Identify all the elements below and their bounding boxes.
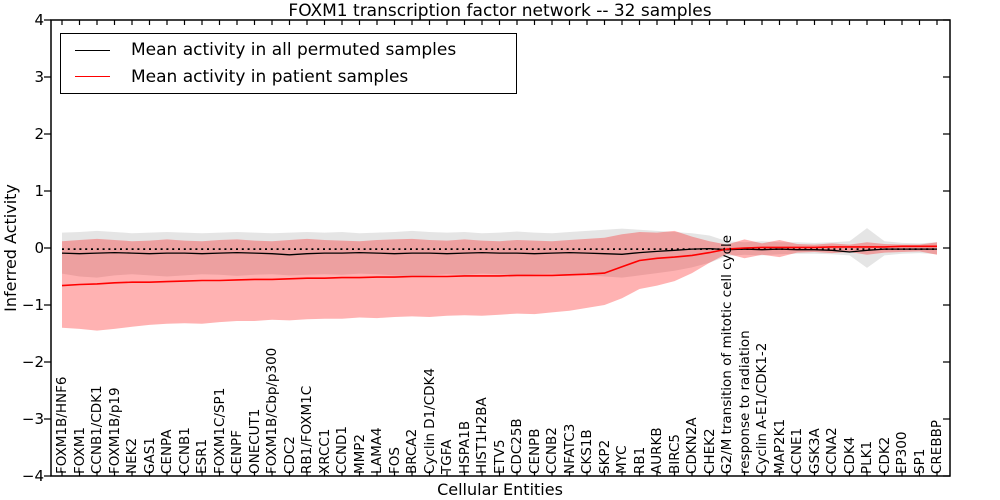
x-tick-label: CCNB2	[544, 427, 560, 474]
x-tick-label: FOXM1	[71, 426, 88, 474]
x-tick-label: RB1	[631, 446, 648, 474]
x-tick-label: TGFA	[439, 439, 455, 474]
x-tick-label: MYC	[614, 445, 630, 474]
x-tick-label: BRCA2	[404, 428, 420, 474]
x-tick-label: CKS1B	[579, 429, 595, 474]
x-tick-label: LAMA4	[369, 427, 385, 474]
x-tick-label: XRCC1	[316, 428, 333, 474]
x-tick-label: CCNA2	[824, 427, 840, 474]
y-tick-label: −2	[21, 353, 44, 371]
legend-line-red-icon	[75, 76, 110, 78]
x-tick-label: HSPA1B	[456, 420, 473, 474]
x-tick-label: Cyclin D1/CDK4	[421, 368, 438, 474]
x-tick-label: ONECUT1	[246, 408, 263, 474]
x-tick-label: EP300	[894, 431, 910, 474]
x-tick-label: SP1	[911, 448, 928, 474]
x-tick-label: RB1/FOXM1C	[299, 385, 315, 474]
patient-band	[62, 230, 937, 331]
x-tick-label: AURKB	[649, 427, 665, 474]
x-tick-label: FOXM1B/Cbp/p300	[264, 347, 280, 474]
legend-item-permuted: Mean activity in all permuted samples	[61, 39, 516, 61]
x-tick-label: ETV5	[491, 439, 508, 474]
x-tick-label: CHEK2	[701, 428, 718, 474]
x-tick-label: FOXM1C/SP1	[211, 387, 228, 474]
x-tick-label: FOXM1B/HNF6	[54, 376, 70, 474]
y-tick-label: 4	[34, 11, 44, 29]
x-tick-label: CCND1	[334, 426, 350, 474]
x-tick-label: NEK2	[124, 437, 140, 474]
x-tick-label: CENPF	[229, 430, 245, 474]
x-tick-label: GAS1	[141, 437, 158, 474]
legend-label-permuted: Mean activity in all permuted samples	[131, 40, 457, 61]
y-tick-label: −3	[21, 410, 44, 428]
x-tick-label: Cyclin A-E1/CDK1-2	[754, 342, 770, 474]
x-tick-label: ESR1	[194, 438, 210, 474]
x-tick-label: HIST1H2BA	[474, 397, 490, 474]
x-tick-label: CREBBP	[929, 420, 945, 474]
x-tick-label: FOXM1B/p19	[106, 387, 123, 474]
x-tick-label: CDC25B	[509, 418, 525, 474]
x-tick-label: CCNE1	[789, 427, 805, 474]
x-tick-label: NFATC3	[561, 423, 578, 474]
x-tick-label: CDKN2A	[684, 417, 700, 474]
x-tick-label: SKP2	[596, 439, 613, 474]
y-tick-label: 3	[34, 68, 44, 86]
patient-mean-line	[61, 245, 937, 287]
chart-title: FOXM1 transcription factor network -- 32…	[288, 1, 712, 21]
x-tick-label: MAP2K1	[771, 418, 788, 474]
y-tick-label: −4	[21, 467, 44, 485]
x-tick-label: FOS	[386, 447, 403, 474]
x-tick-label: G2/M transition of mitotic cell cycle	[719, 234, 735, 474]
x-axis-label: Cellular Entities	[437, 480, 563, 499]
legend-item-patient: Mean activity in patient samples	[61, 66, 516, 88]
x-tick-label: GSK3A	[806, 428, 823, 474]
x-tick-label: PLK1	[859, 440, 875, 474]
x-tick-label: CDK4	[841, 436, 858, 474]
x-tick-label: CDC2	[281, 436, 298, 474]
x-tick-label: response to radiation	[736, 330, 753, 474]
x-tick-label: CENPA	[159, 429, 175, 474]
legend-line-black-icon	[75, 49, 110, 51]
y-tick-label: 2	[34, 125, 44, 143]
axis-ticks	[44, 19, 950, 477]
x-tick-label: CENPB	[526, 428, 543, 474]
x-tick-label: CDK2	[876, 436, 893, 474]
x-tick-label: MMP2	[351, 433, 368, 474]
x-tick-label: CCNB1/CDK1	[89, 385, 105, 474]
x-tick-label: CCNB1	[176, 427, 193, 474]
y-tick-label: −1	[21, 296, 44, 314]
legend: Mean activity in all permuted samples Me…	[60, 33, 517, 94]
y-tick-label: 1	[34, 182, 44, 200]
x-tick-label: BIRC5	[666, 434, 683, 474]
legend-label-patient: Mean activity in patient samples	[131, 66, 409, 87]
y-tick-label: 0	[34, 239, 44, 257]
permuted-mean-line	[61, 247, 937, 256]
